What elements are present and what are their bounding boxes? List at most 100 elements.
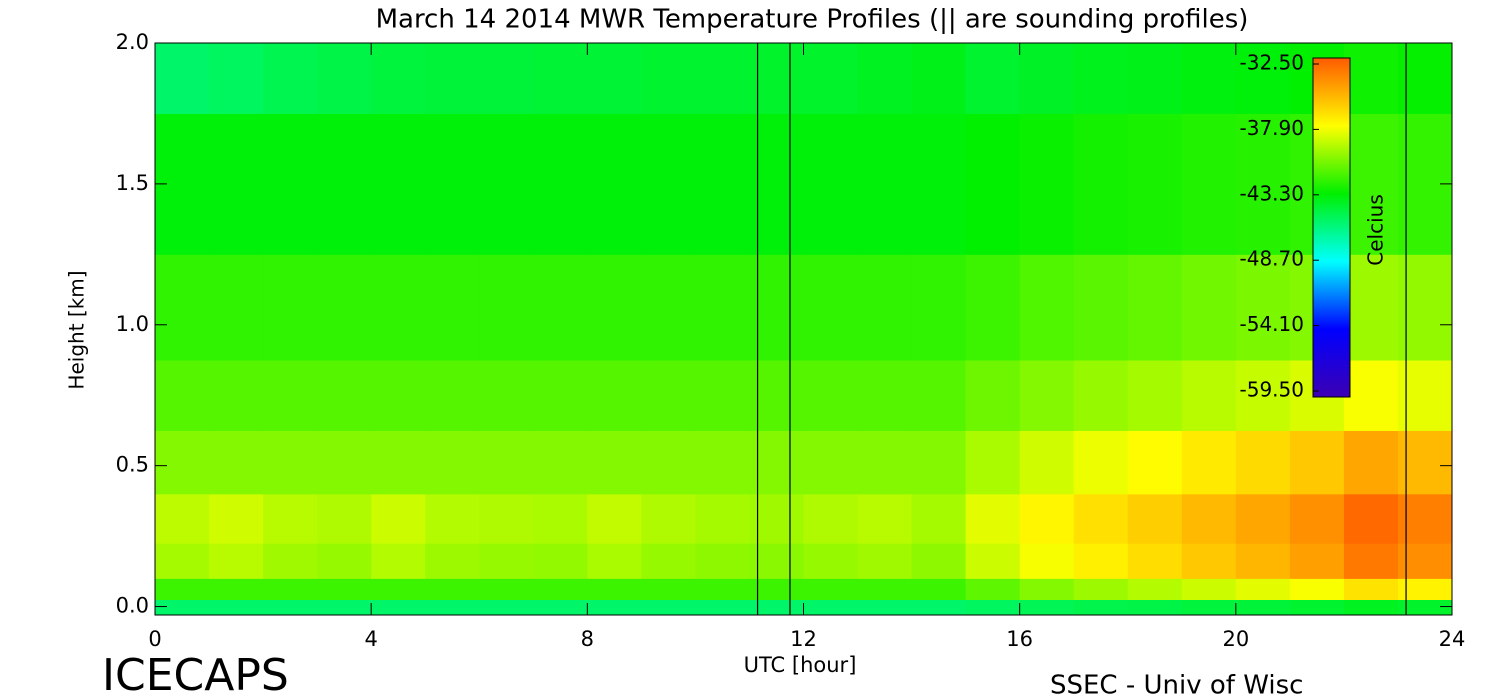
cell (1181, 43, 1237, 114)
cell (965, 43, 1021, 114)
cell (641, 430, 696, 495)
cell (965, 599, 1021, 616)
cell (209, 430, 264, 495)
cell (641, 543, 696, 579)
cell (1073, 254, 1129, 361)
cell (479, 359, 534, 431)
cell (1397, 254, 1453, 361)
cell (749, 113, 804, 255)
cell (1235, 430, 1291, 495)
cell (155, 543, 210, 579)
cell (1127, 113, 1183, 255)
cell (965, 254, 1021, 361)
cell (263, 43, 318, 114)
cell (1235, 578, 1291, 601)
cell (695, 254, 750, 361)
cell (209, 113, 264, 255)
cell (1127, 359, 1183, 431)
cell (317, 254, 372, 361)
cell (641, 493, 696, 544)
cell (371, 113, 426, 255)
cell (1019, 430, 1075, 495)
cell (1289, 543, 1345, 579)
cell (317, 359, 372, 431)
cell (155, 578, 210, 601)
cell (1127, 599, 1183, 616)
cell (479, 578, 534, 601)
cell (965, 113, 1021, 255)
cell (641, 599, 696, 616)
cell (641, 43, 696, 114)
colorbar-tick-label: -48.70 (1240, 247, 1304, 271)
cell (155, 493, 210, 544)
footer-right: SSEC - Univ of Wisc (1050, 671, 1303, 700)
cell (1181, 493, 1237, 544)
cell (965, 430, 1021, 495)
cell (425, 254, 480, 361)
cell (533, 113, 588, 255)
cell (749, 543, 804, 579)
cell (1127, 543, 1183, 579)
x-tick-label: 24 (1439, 627, 1466, 651)
cell (1343, 113, 1399, 255)
cell (1019, 359, 1075, 431)
cell (425, 493, 480, 544)
cell (371, 254, 426, 361)
cell (587, 43, 642, 114)
cell (209, 43, 264, 114)
cell (695, 578, 750, 601)
x-tick-label: 0 (148, 627, 161, 651)
y-axis-label: Height [km] (65, 270, 89, 389)
cell (911, 493, 967, 544)
cell (479, 43, 534, 114)
cell (1181, 543, 1237, 579)
cell (1343, 493, 1399, 544)
cell (1343, 254, 1399, 361)
cell (263, 359, 318, 431)
cell (425, 359, 480, 431)
cell (263, 254, 318, 361)
cell (479, 430, 534, 495)
cell (425, 599, 480, 616)
cell (641, 359, 696, 431)
cell (1181, 578, 1237, 601)
cell (1397, 599, 1453, 616)
cell (155, 359, 210, 431)
cell (749, 359, 804, 431)
cell (641, 113, 696, 255)
cell (803, 359, 859, 431)
cell (857, 430, 913, 495)
cell (209, 254, 264, 361)
cell (695, 430, 750, 495)
cell (1343, 430, 1399, 495)
colorbar-tick-label: -59.50 (1240, 378, 1304, 402)
cell (1181, 359, 1237, 431)
cell (533, 43, 588, 114)
cell (1235, 254, 1291, 361)
x-axis-label: UTC [hour] (744, 653, 857, 677)
cell (317, 599, 372, 616)
cell (911, 43, 967, 114)
colorbar-tick-label: -37.90 (1240, 116, 1304, 140)
cell (317, 543, 372, 579)
cell (803, 543, 859, 579)
cell (209, 359, 264, 431)
cell (911, 113, 967, 255)
cell (695, 359, 750, 431)
cell (749, 493, 804, 544)
cell (1127, 430, 1183, 495)
cell (1019, 543, 1075, 579)
cell (425, 113, 480, 255)
colorbar (1312, 57, 1351, 398)
cell (1235, 543, 1291, 579)
cell (695, 543, 750, 579)
cell (857, 578, 913, 601)
cell (1397, 493, 1453, 544)
cell (1289, 430, 1345, 495)
cell (1343, 43, 1399, 114)
cell (1343, 578, 1399, 601)
cell (857, 359, 913, 431)
cell (911, 599, 967, 616)
cell (1127, 578, 1183, 601)
